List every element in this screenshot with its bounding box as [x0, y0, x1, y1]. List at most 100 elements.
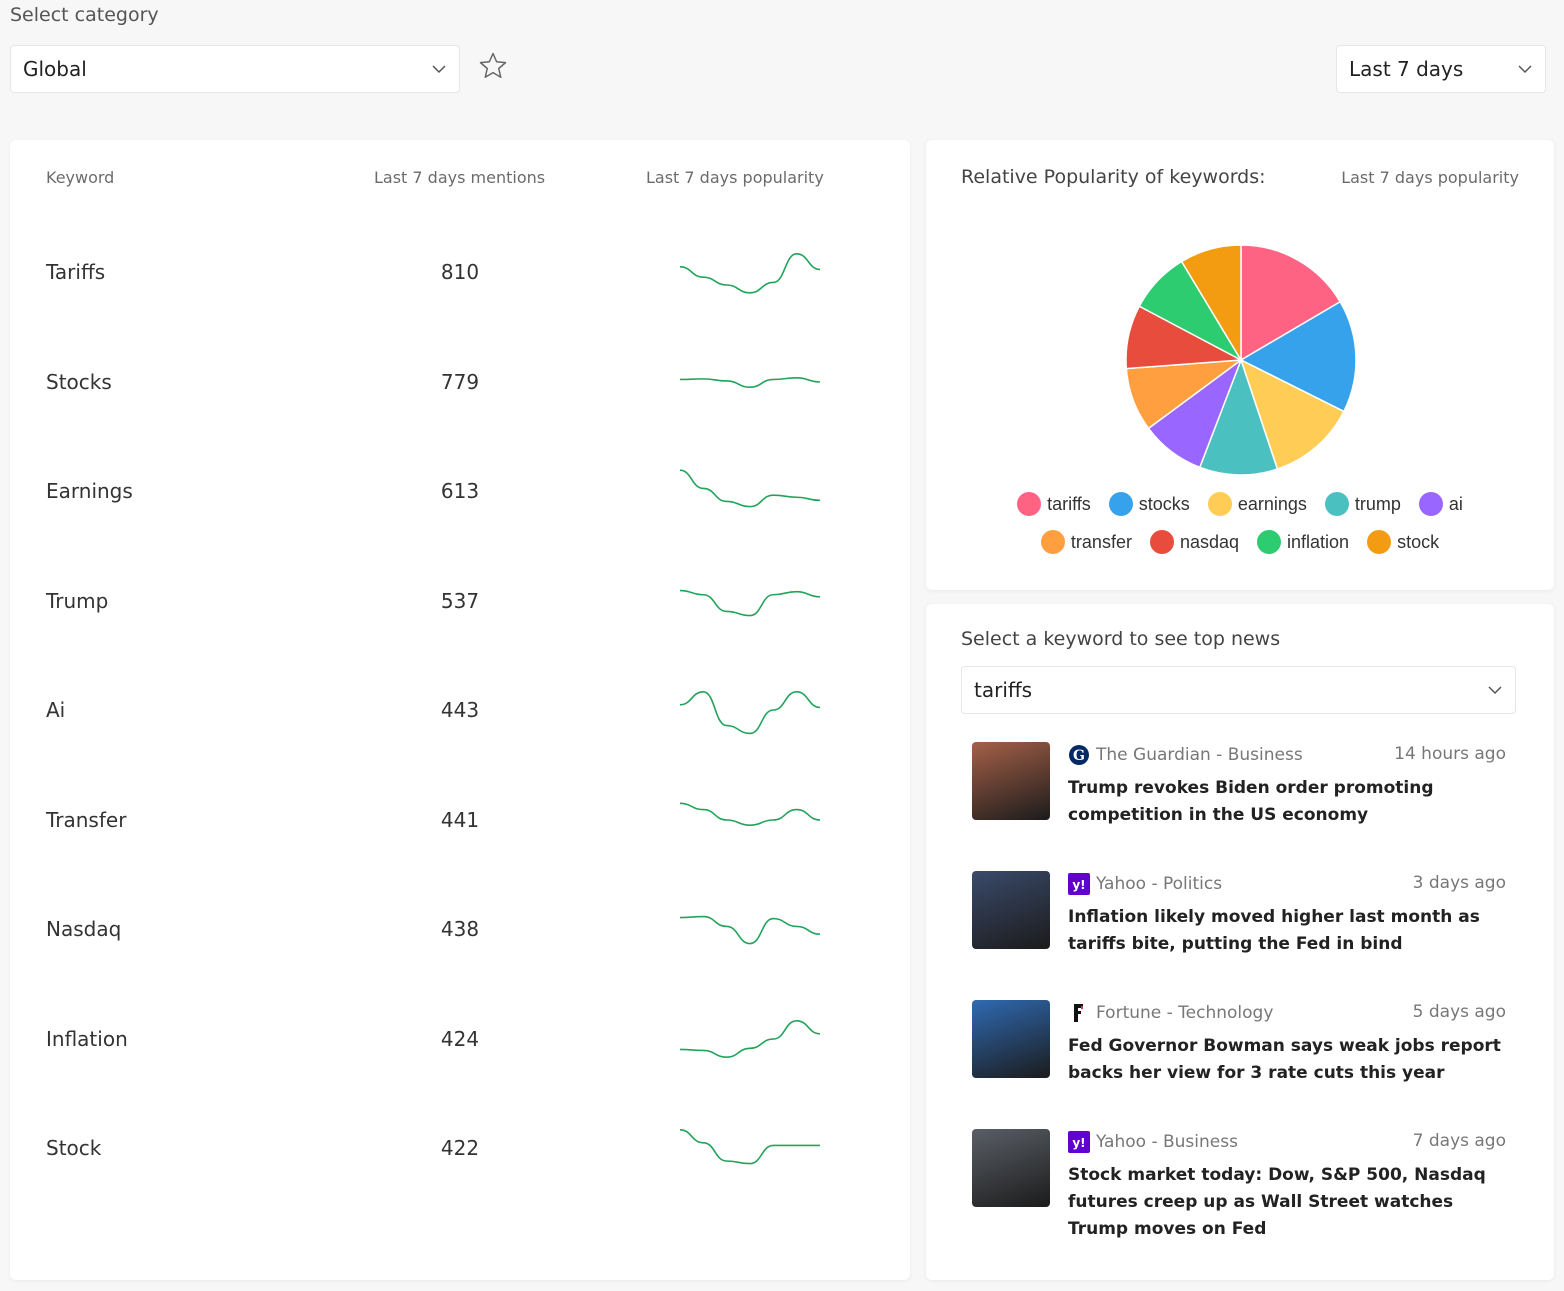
popularity-sparkline [679, 252, 821, 294]
pie-slice-earnings[interactable] [1239, 358, 1345, 471]
keyword-cell: Transfer [46, 807, 127, 832]
sparkline-path [679, 690, 821, 735]
pie-slice-stock[interactable] [1180, 244, 1242, 363]
news-source: G The Guardian - Business [1068, 744, 1303, 766]
news-item[interactable]: G The Guardian - Business 14 hours ago Trum… [972, 742, 1512, 852]
popularity-sparkline [679, 589, 821, 616]
news-thumbnail[interactable] [972, 1129, 1050, 1207]
svg-text:y!: y! [1072, 1136, 1085, 1150]
legend-item-inflation[interactable]: inflation [1257, 530, 1349, 554]
news-source: Fortune - Technology [1068, 1002, 1273, 1024]
sparkline-path [679, 802, 821, 826]
pie-slice-tariffs[interactable] [1240, 244, 1342, 362]
news-thumbnail[interactable] [972, 742, 1050, 820]
fortune-icon [1068, 1002, 1090, 1024]
legend-item-trump[interactable]: trump [1324, 492, 1401, 516]
legend-swatch [1367, 530, 1392, 554]
header-keyword: Keyword [46, 168, 115, 187]
news-thumbnail[interactable] [972, 871, 1050, 949]
news-headline-link[interactable]: Stock market today: Dow, S&P 500, Nasdaq… [1068, 1165, 1486, 1239]
keyword-cell: Tariffs [46, 260, 106, 284]
header-mentions: Last 7 days mentions [374, 168, 546, 187]
legend-label: transfer [1070, 531, 1132, 552]
pie-slice-trump[interactable] [1198, 357, 1279, 476]
legend-item-stock[interactable]: stock [1367, 530, 1439, 554]
favorite-star-icon[interactable] [478, 51, 508, 81]
legend-item-tariffs[interactable]: tariffs [1017, 492, 1091, 516]
pie-legend: tariffs stocks earnings trump ai transfer nasd… [986, 492, 1494, 554]
sparkline-path [679, 1129, 820, 1165]
legend-swatch [1149, 530, 1174, 554]
sparkline-path [679, 469, 821, 508]
legend-swatch [1207, 492, 1232, 516]
news-source-name: Fortune - Technology [1096, 1003, 1274, 1023]
news-source: y! Yahoo - Business [1068, 1131, 1238, 1153]
legend-item-transfer[interactable]: transfer [1040, 530, 1132, 554]
category-label: Select category [10, 4, 159, 26]
yahoo-icon: y! [1068, 873, 1090, 895]
header-popularity: Last 7 days popularity [646, 168, 824, 187]
legend-swatch [1017, 492, 1042, 516]
news-item[interactable]: y! Yahoo - Business 7 days ago Stock market… [972, 1129, 1512, 1239]
news-source-name: Yahoo - Politics [1096, 874, 1223, 894]
chevron-down-icon [1518, 65, 1532, 74]
news-time: 5 days ago [1412, 1002, 1506, 1022]
legend-label: ai [1448, 493, 1463, 514]
news-headline-link[interactable]: Fed Governor Bowman says weak jobs repor… [1068, 1036, 1501, 1083]
news-headline-link[interactable]: Trump revokes Biden order promoting comp… [1068, 778, 1434, 825]
mentions-cell: 613 [440, 479, 480, 503]
news-source-name: The Guardian - Business [1096, 745, 1303, 765]
news-label: Select a keyword to see top news [961, 628, 1281, 650]
legend-item-stocks[interactable]: stocks [1108, 492, 1190, 516]
legend-swatch [1108, 492, 1133, 516]
svg-text:G: G [1073, 748, 1085, 764]
guardian-icon: G [1068, 744, 1090, 766]
mentions-cell: 443 [440, 698, 480, 722]
legend-label: nasdaq [1179, 531, 1240, 552]
news-thumbnail[interactable] [972, 1000, 1050, 1078]
keyword-cell: Inflation [46, 1026, 128, 1051]
news-source: y! Yahoo - Politics [1068, 873, 1222, 895]
keyword-cell: Stock [46, 1136, 102, 1160]
popularity-sparkline [679, 690, 821, 735]
mentions-cell: 779 [440, 369, 480, 394]
legend-swatch [1324, 492, 1349, 516]
chevron-down-icon [432, 65, 446, 74]
news-item[interactable]: Fortune - Technology 5 days ago Fed Govern… [972, 1000, 1512, 1110]
mentions-cell: 810 [440, 260, 480, 284]
popularity-sparkline [679, 376, 821, 388]
chevron-down-icon [1488, 686, 1502, 695]
legend-item-ai[interactable]: ai [1418, 492, 1463, 516]
popularity-sparkline [679, 1129, 820, 1165]
pie-slice-stocks[interactable] [1239, 300, 1357, 413]
news-headline-link[interactable]: Inflation likely moved higher last month… [1068, 907, 1480, 954]
legend-label: inflation [1287, 531, 1350, 552]
popularity-sparkline [679, 915, 821, 945]
keyword-cell: Nasdaq [46, 917, 122, 941]
legend-item-earnings[interactable]: earnings [1207, 492, 1307, 516]
period-value: Last 7 days [1349, 57, 1464, 81]
mentions-cell: 422 [440, 1136, 480, 1160]
mentions-cell: 441 [440, 807, 480, 832]
sparkline-path [679, 589, 821, 616]
keyword-select[interactable]: tariffs [961, 666, 1516, 714]
svg-text:y!: y! [1072, 878, 1085, 892]
popularity-sparkline [679, 802, 821, 826]
keyword-cell: Ai [46, 698, 66, 722]
legend-label: trump [1354, 493, 1401, 514]
news-source-name: Yahoo - Business [1096, 1132, 1238, 1152]
pie-chart [1125, 244, 1357, 476]
legend-item-nasdaq[interactable]: nasdaq [1149, 530, 1240, 554]
period-select[interactable]: Last 7 days [1336, 45, 1546, 93]
sparkline-path [679, 915, 821, 945]
legend-swatch [1040, 530, 1065, 554]
category-select[interactable]: Global [10, 45, 460, 93]
mentions-cell: 537 [440, 588, 480, 613]
news-time: 3 days ago [1412, 873, 1506, 893]
popularity-sparkline [679, 1019, 821, 1058]
legend-label: earnings [1237, 493, 1307, 514]
sparkline-path [679, 1019, 821, 1058]
news-item[interactable]: y! Yahoo - Politics 3 days ago Inflation li… [972, 871, 1512, 981]
keyword-cell: Trump [46, 588, 109, 613]
category-value: Global [23, 57, 87, 81]
